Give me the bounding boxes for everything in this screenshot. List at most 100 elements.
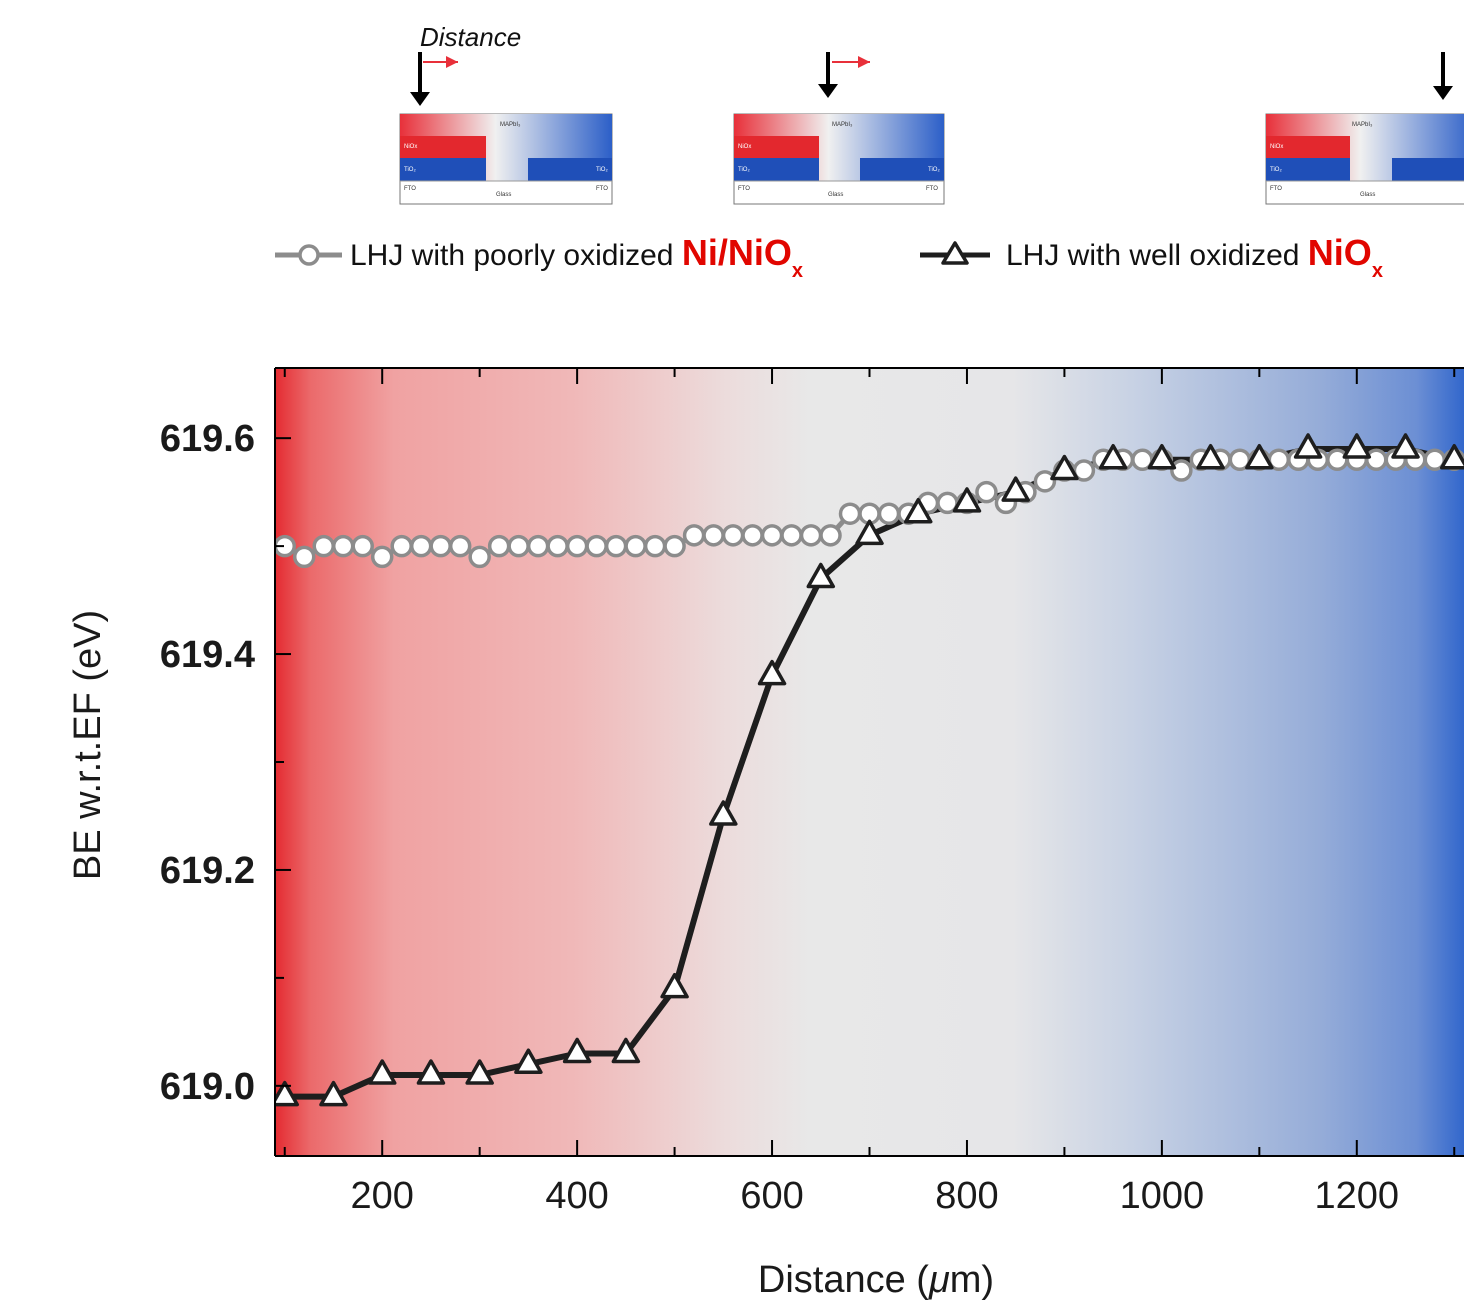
series-1-point bbox=[370, 545, 394, 569]
series-1-point bbox=[975, 480, 998, 504]
series-1-point bbox=[682, 524, 706, 547]
series-2-point bbox=[855, 519, 884, 546]
series-1-point bbox=[877, 502, 901, 525]
svg-text:FTO: FTO bbox=[1270, 186, 1282, 192]
x-axis-title-pre: Distance ( bbox=[758, 1259, 929, 1301]
svg-text:FTO: FTO bbox=[738, 186, 750, 192]
svg-text:NiOx: NiOx bbox=[1270, 144, 1283, 150]
series-2-point bbox=[1050, 454, 1079, 481]
series-2-point bbox=[1001, 476, 1030, 502]
series-2-point bbox=[1342, 433, 1372, 459]
series-1-point bbox=[799, 524, 823, 547]
svg-text:NiOx: NiOx bbox=[404, 144, 417, 150]
schematic-1: MAPbI₃ NiOx TiO₂ TiO₂ FTO Glass FTO bbox=[399, 52, 613, 205]
svg-text:MAPbI₃: MAPbI₃ bbox=[1352, 122, 1373, 128]
x-tick-label: 800 bbox=[935, 1175, 998, 1217]
series-1-point bbox=[1033, 470, 1057, 493]
legend-series1-prefix: LHJ with poorly oxidized bbox=[350, 239, 682, 272]
series-1-point bbox=[565, 534, 589, 558]
svg-text:FTO: FTO bbox=[596, 186, 608, 192]
legend-series2-sub: x bbox=[1372, 260, 1383, 282]
series-2-point bbox=[1391, 433, 1420, 459]
series-1-point bbox=[838, 502, 862, 525]
series-2-point bbox=[806, 562, 836, 589]
series-1-point bbox=[702, 524, 725, 547]
series-1-point bbox=[390, 534, 413, 558]
series-2-point bbox=[275, 1080, 299, 1107]
series-1-point bbox=[409, 534, 433, 558]
legend-series2-prefix: LHJ with well oxidized bbox=[1006, 239, 1308, 272]
series-1-point bbox=[526, 534, 550, 558]
distance-label: Distance bbox=[420, 22, 521, 52]
y-axis-title: BE w.r.t.EF (eV) bbox=[67, 610, 109, 880]
schematic-2: MAPbI₃ NiOx TiO₂ TiO₂ FTO Glass FTO bbox=[733, 52, 945, 205]
series-2-point bbox=[1196, 444, 1225, 470]
series-2-point bbox=[1245, 444, 1274, 470]
svg-text:FTO: FTO bbox=[404, 186, 416, 192]
series-1-point bbox=[721, 524, 745, 547]
series-1-point bbox=[1365, 448, 1388, 472]
x-tick-label: 400 bbox=[545, 1175, 608, 1217]
legend-series1-sub: x bbox=[792, 260, 803, 282]
x-axis-title: Distance (μm) bbox=[758, 1259, 994, 1301]
series-1-point bbox=[292, 545, 316, 569]
series-2-point bbox=[319, 1080, 348, 1107]
legend-series2-red: NiO bbox=[1308, 232, 1372, 273]
series-1-point bbox=[331, 534, 355, 558]
series-1-point bbox=[663, 534, 686, 558]
series-2-point bbox=[952, 487, 982, 513]
svg-text:Glass: Glass bbox=[1360, 192, 1375, 198]
svg-text:LHJ with poorly oxidized Ni/Ni: LHJ with poorly oxidized Ni/NiOx bbox=[350, 232, 803, 282]
schematic-3: MAPbI₃ NiOx TiO₂ FTO Glass bbox=[1265, 52, 1464, 205]
series-1-point bbox=[312, 534, 335, 558]
series-2-point bbox=[757, 659, 787, 686]
series-2-point bbox=[416, 1059, 446, 1085]
series-2-point bbox=[1147, 444, 1177, 470]
series-1-point bbox=[351, 534, 374, 558]
series-1-point bbox=[1170, 459, 1193, 482]
svg-text:TiO₂: TiO₂ bbox=[1270, 167, 1282, 173]
svg-text:TiO₂: TiO₂ bbox=[738, 167, 750, 173]
series-1-point bbox=[760, 524, 784, 547]
series-2-point bbox=[611, 1037, 641, 1064]
x-tick-label: 600 bbox=[740, 1175, 803, 1217]
legend-entry-series2: LHJ with well oxidized NiOx bbox=[920, 232, 1383, 282]
series-1-point bbox=[741, 524, 764, 547]
series-1-point bbox=[468, 545, 491, 569]
svg-text:FTO: FTO bbox=[926, 186, 938, 192]
legend-circle-marker bbox=[298, 244, 320, 266]
series-1-point bbox=[507, 534, 530, 558]
series-2-point bbox=[367, 1059, 397, 1085]
series-2-point bbox=[465, 1059, 494, 1085]
svg-text:LHJ with well oxidized NiOx: LHJ with well oxidized NiOx bbox=[1006, 232, 1383, 282]
series-layer bbox=[275, 433, 1464, 1107]
x-tick-label: 1200 bbox=[1315, 1175, 1400, 1217]
y-tick-label: 619.4 bbox=[160, 634, 255, 676]
series-1-point bbox=[448, 534, 472, 558]
series-2-point bbox=[709, 800, 738, 826]
series-1-point bbox=[429, 534, 452, 558]
x-axis-title-post: m) bbox=[950, 1259, 994, 1301]
series-1-point bbox=[1326, 448, 1349, 472]
y-tick-label: 619.6 bbox=[160, 418, 255, 460]
series-1-point bbox=[604, 534, 628, 558]
svg-text:TiO₂: TiO₂ bbox=[596, 167, 608, 173]
schematics: Distance MAPbI₃ NiOx TiO₂ TiO₂ FTO Glass… bbox=[399, 22, 1464, 205]
tick-layer: 200 400 600 800 1000 1200 619.0 619.2 619.4 619.6 bbox=[160, 368, 1456, 1217]
series-2-point bbox=[562, 1037, 592, 1064]
x-tick-label: 1000 bbox=[1120, 1175, 1205, 1217]
legend-series1-red: Ni/NiO bbox=[682, 232, 792, 273]
svg-text:MAPbI₃: MAPbI₃ bbox=[832, 122, 853, 128]
series-2-point bbox=[660, 972, 689, 999]
svg-text:TiO₂: TiO₂ bbox=[928, 167, 940, 173]
y-tick-label: 619.0 bbox=[160, 1066, 255, 1108]
plot-background bbox=[275, 368, 1464, 1156]
series-1-point bbox=[585, 534, 608, 558]
y-tick-label: 619.2 bbox=[160, 850, 255, 892]
series-2-point bbox=[1440, 444, 1464, 470]
series-1-point bbox=[624, 534, 647, 558]
svg-text:TiO₂: TiO₂ bbox=[404, 167, 416, 173]
series-2-point bbox=[514, 1048, 543, 1074]
series-1-point bbox=[780, 524, 803, 547]
